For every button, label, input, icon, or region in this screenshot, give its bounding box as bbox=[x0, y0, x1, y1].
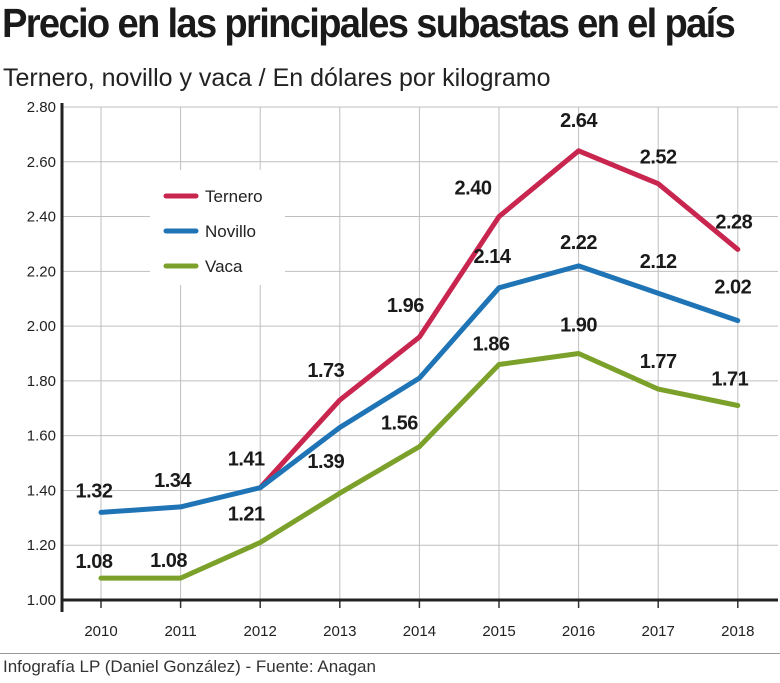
data-label: 1.73 bbox=[307, 360, 344, 382]
data-label: 2.64 bbox=[560, 110, 598, 132]
legend-label-ternero: Ternero bbox=[205, 187, 263, 206]
y-tick-label: 1.00 bbox=[27, 592, 56, 609]
data-label: 1.39 bbox=[307, 451, 344, 473]
x-tick-label: 2014 bbox=[403, 623, 436, 640]
y-tick-label: 2.60 bbox=[27, 154, 56, 171]
data-label: 1.56 bbox=[381, 413, 418, 435]
x-tick-label: 2010 bbox=[84, 623, 117, 640]
y-tick-label: 1.40 bbox=[27, 482, 56, 499]
x-tick-label: 2011 bbox=[164, 623, 196, 640]
data-label: 2.12 bbox=[640, 251, 677, 273]
data-label: 1.21 bbox=[228, 503, 265, 525]
y-tick-label: 1.80 bbox=[27, 373, 56, 390]
data-label: 2.14 bbox=[474, 246, 512, 268]
data-label: 1.41 bbox=[228, 449, 265, 471]
data-label: 1.86 bbox=[473, 333, 510, 355]
data-label: 1.71 bbox=[711, 369, 748, 391]
data-label: 1.96 bbox=[387, 295, 424, 317]
data-label: 1.08 bbox=[150, 550, 187, 572]
legend-label-vaca: Vaca bbox=[205, 257, 243, 276]
y-tick-label: 2.00 bbox=[27, 318, 56, 335]
y-tick-label: 1.20 bbox=[27, 537, 56, 554]
series bbox=[98, 148, 741, 581]
x-tick-label: 2015 bbox=[482, 623, 515, 640]
data-label: 1.32 bbox=[76, 480, 113, 502]
data-labels: 1.73 1.96 2.40 2.64 2.52 2.28 1.32 1.34 1.41 2.14… bbox=[76, 110, 754, 573]
chart-subtitle: Ternero, novillo y vaca / En dólares por… bbox=[3, 64, 551, 92]
data-label: 1.08 bbox=[76, 551, 113, 573]
data-label: 1.77 bbox=[640, 351, 677, 373]
data-label: 1.90 bbox=[560, 315, 597, 337]
legend: Ternero Novillo Vaca bbox=[150, 170, 285, 285]
chart-title: Precio en las principales subastas en el… bbox=[2, 0, 736, 46]
y-tick-label: 2.80 bbox=[27, 99, 56, 116]
series-line-novillo bbox=[98, 263, 741, 515]
y-tick-label: 1.60 bbox=[27, 428, 56, 445]
data-label: 2.22 bbox=[560, 232, 597, 254]
legend-label-novillo: Novillo bbox=[205, 222, 256, 241]
y-tick-label: 2.20 bbox=[27, 263, 56, 280]
axes: 1.00 1.20 1.40 1.60 1.80 2.00 2.20 2.40 2.60 2.80… bbox=[27, 99, 778, 640]
x-tick-label: 2018 bbox=[721, 623, 754, 640]
x-tick-label: 2017 bbox=[642, 623, 675, 640]
line-chart: 1.00 1.20 1.40 1.60 1.80 2.00 2.20 2.40 2.60 2.80… bbox=[27, 99, 778, 640]
source-credit: Infografía LP (Daniel González) - Fuente… bbox=[3, 657, 376, 676]
data-label: 2.28 bbox=[715, 211, 752, 233]
x-tick-label: 2013 bbox=[323, 623, 356, 640]
x-tick-label: 2012 bbox=[244, 623, 277, 640]
data-label: 2.02 bbox=[714, 277, 751, 299]
y-tick-label: 2.40 bbox=[27, 209, 56, 226]
series-line-ternero bbox=[257, 148, 741, 491]
series-line-vaca bbox=[98, 351, 741, 581]
data-label: 2.40 bbox=[455, 178, 492, 200]
data-label: 1.34 bbox=[154, 470, 192, 492]
data-label: 2.52 bbox=[640, 147, 677, 169]
footer-divider bbox=[0, 653, 780, 654]
x-tick-label: 2016 bbox=[562, 623, 595, 640]
